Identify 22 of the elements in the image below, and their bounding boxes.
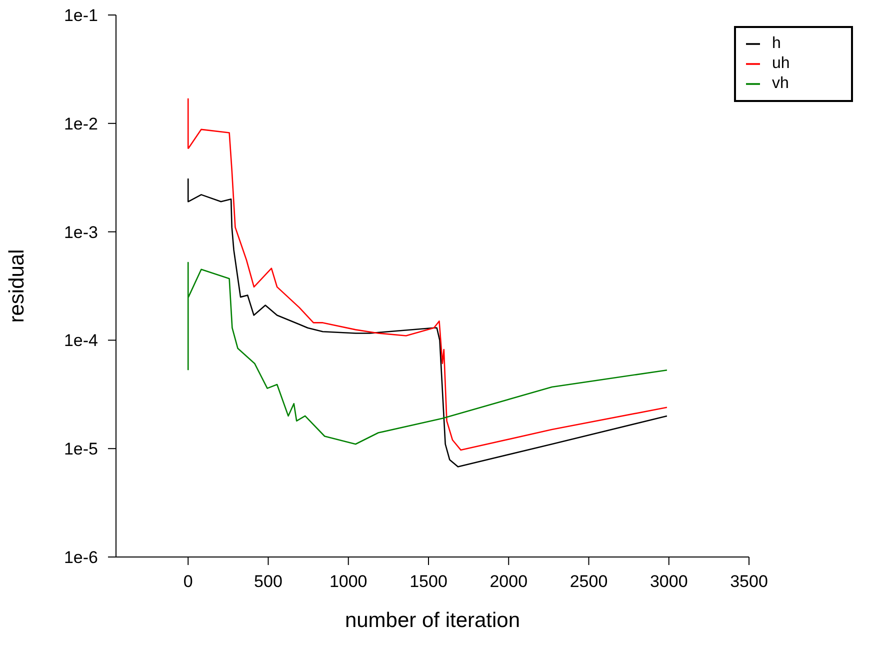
line-series — [187, 98, 668, 451]
x-tick-label: 1000 — [329, 572, 368, 592]
x-tick-label: 1500 — [410, 572, 448, 592]
line-series — [187, 178, 668, 468]
y-tick-label: 1e-5 — [64, 440, 98, 459]
x-tick-label: 500 — [254, 572, 282, 592]
x-tick-label: 2000 — [490, 572, 528, 592]
x-tick-label: 2500 — [570, 572, 608, 592]
x-axis-title: number of iteration — [344, 609, 520, 632]
y-tick-label: 1e-3 — [64, 222, 98, 242]
y-tick-label: 1e-1 — [64, 6, 98, 26]
x-tick-label: 3000 — [650, 572, 688, 592]
legend-label: vh — [772, 75, 789, 92]
line-series — [187, 262, 668, 445]
y-tick-label: 1e-2 — [64, 114, 98, 134]
x-tick-label: 3500 — [730, 572, 768, 592]
y-tick-label: 1e-6 — [64, 548, 98, 568]
legend-label: h — [772, 35, 781, 52]
legend-label: uh — [772, 55, 790, 72]
x-tick-label: 0 — [183, 572, 193, 592]
y-tick-label: 1e-4 — [64, 331, 98, 350]
y-axis-title: residual — [5, 249, 28, 323]
